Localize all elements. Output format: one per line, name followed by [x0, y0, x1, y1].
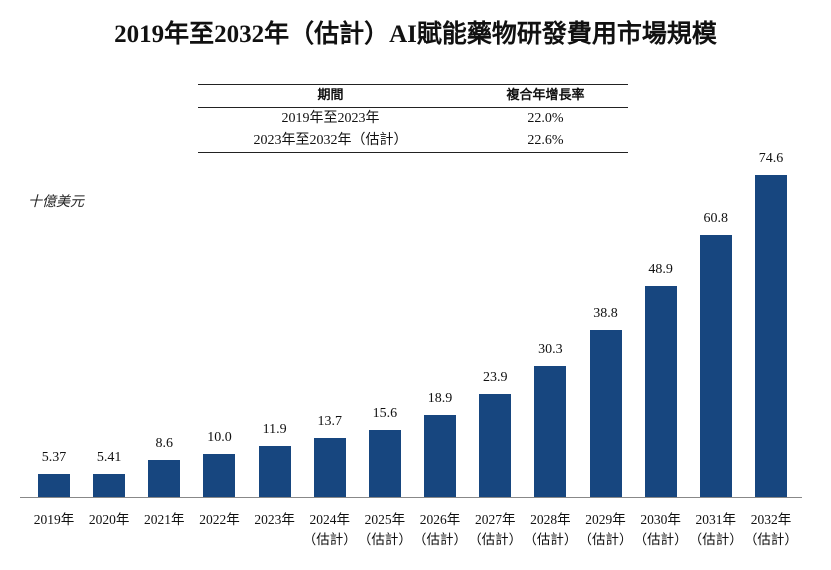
chart-title: 2019年至2032年（估計）AI賦能藥物研發費用市場規模 — [114, 21, 717, 48]
value-label: 48.9 — [648, 261, 673, 277]
table-cell: 22.6% — [527, 133, 564, 148]
x-tick-label: 2021年 — [144, 512, 185, 527]
value-label: 13.7 — [317, 413, 343, 429]
bar — [589, 329, 622, 497]
table-row: 2023年至2032年（估計） 22.6% — [198, 130, 628, 152]
bar — [93, 473, 126, 497]
x-tick-label: 2023年 — [254, 512, 295, 527]
bar — [644, 285, 677, 497]
table-header: 期間 複合年增長率 — [198, 85, 628, 108]
bar — [754, 175, 787, 497]
unit-label: 十億美元 — [28, 195, 84, 210]
value-label: 10.0 — [207, 429, 232, 445]
value-label: 18.9 — [427, 391, 453, 407]
column-header: 期間 — [317, 88, 344, 103]
value-label: 15.6 — [372, 405, 398, 421]
x-tick-label: 2030年 （估計） — [633, 512, 688, 547]
bar — [203, 453, 236, 497]
x-tick-label: 2031年 （估計） — [688, 512, 743, 547]
table-cell: 2019年至2023年 — [281, 111, 380, 126]
value-label: 30.3 — [538, 342, 563, 358]
x-tick-label: 2022年 — [199, 512, 240, 527]
x-tick-label: 2025年 （估計） — [357, 512, 412, 547]
x-tick-label: 2029年 （估計） — [578, 512, 633, 547]
value-label: 38.8 — [593, 305, 618, 321]
bar — [368, 429, 401, 497]
table-row: 2019年至2023年 22.0% — [198, 108, 628, 130]
x-tick-label: 2026年 （估計） — [413, 512, 468, 547]
bar — [699, 234, 732, 497]
bar — [38, 473, 70, 497]
column-header: 複合年增長率 — [506, 88, 585, 103]
table-cell: 22.0% — [527, 111, 564, 126]
x-tick-label: 2020年 — [88, 512, 130, 527]
bar — [534, 366, 567, 497]
bar — [479, 393, 512, 497]
x-tick-label: 2019年 — [33, 512, 75, 527]
value-label: 60.8 — [703, 210, 729, 226]
x-axis-line — [20, 497, 802, 498]
value-label: 11.9 — [262, 421, 287, 437]
bar — [148, 459, 181, 497]
cagr-table: 期間 複合年增長率 2019年至2023年 22.0% 2023年至2032年（估計） 2… — [198, 84, 628, 153]
value-label: 5.37 — [41, 449, 67, 465]
value-label: 8.6 — [155, 435, 174, 451]
x-tick-label: 2028年 （估計） — [523, 512, 578, 547]
x-tick-label: 2027年 （估計） — [468, 512, 523, 547]
x-tick-label: 2024年 （估計） — [302, 512, 357, 547]
value-label: 74.6 — [758, 151, 784, 166]
value-label: 5.41 — [96, 449, 122, 465]
x-tick-label: 2032年 （估計） — [743, 512, 798, 547]
bar — [424, 415, 457, 497]
bar — [313, 437, 346, 497]
table-cell: 2023年至2032年（估計） — [253, 133, 408, 148]
value-label: 23.9 — [482, 369, 508, 385]
bar — [258, 445, 291, 497]
